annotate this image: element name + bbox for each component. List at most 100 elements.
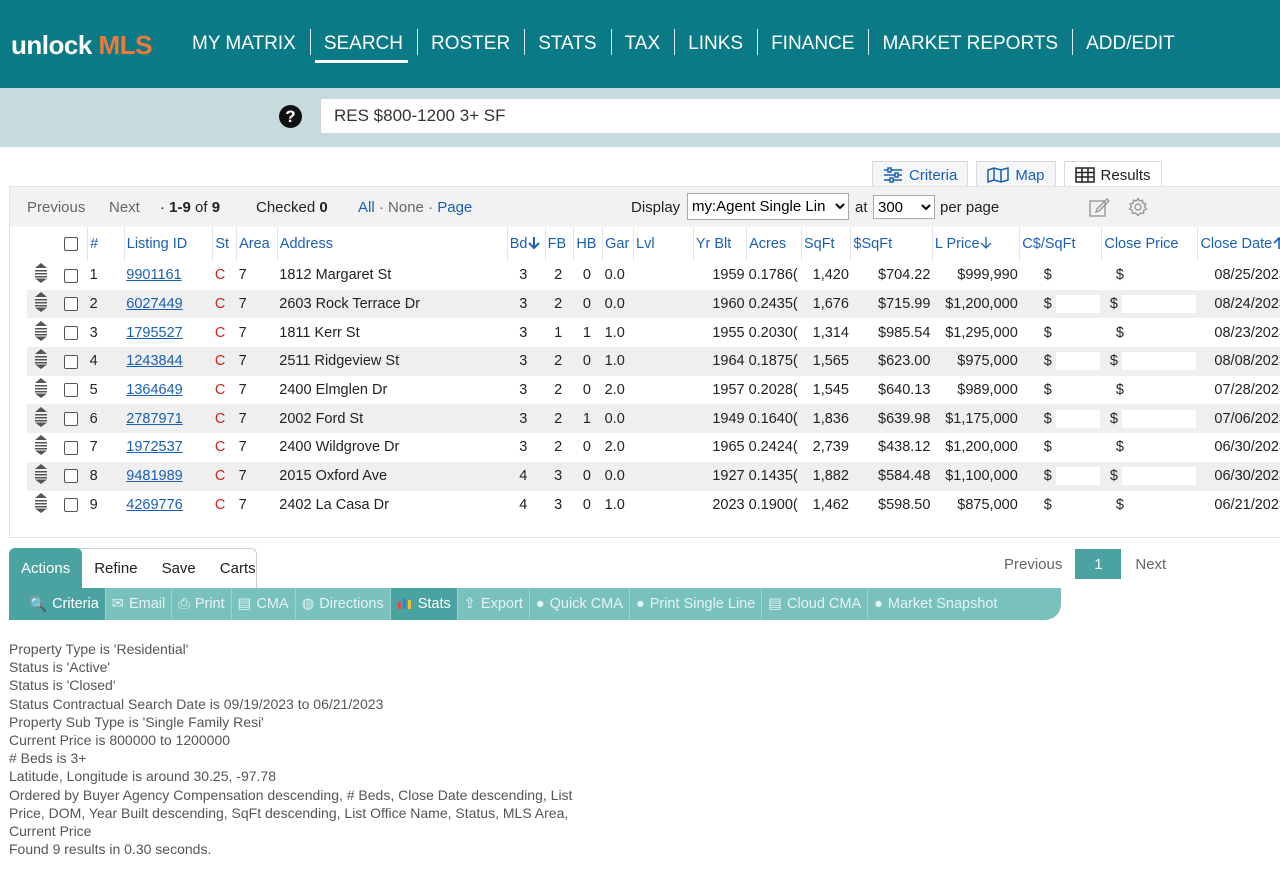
drag-handle-icon[interactable] [27, 491, 55, 520]
row-checkbox[interactable] [64, 325, 79, 340]
nav-finance[interactable]: FINANCE [757, 0, 868, 88]
col-half-baths[interactable]: HB [573, 227, 604, 261]
action-cloud-cma[interactable]: ▤ Cloud CMA [762, 588, 869, 620]
col-close-price[interactable]: Close Price [1101, 227, 1199, 261]
drag-handle-icon[interactable] [27, 261, 55, 290]
drag-handle-icon[interactable] [27, 318, 55, 347]
levels-cell [634, 491, 694, 520]
nav-roster[interactable]: ROSTER [417, 0, 524, 88]
row-checkbox[interactable] [64, 411, 79, 426]
action-stats[interactable]: Stats [390, 588, 458, 620]
previous-link[interactable]: Previous [27, 199, 86, 216]
col-sqft[interactable]: SqFt [801, 227, 852, 261]
action-quick-cma[interactable]: ● Quick CMA [530, 588, 630, 620]
year-built-cell: 1927 [693, 461, 747, 491]
drag-handle-icon[interactable] [27, 347, 55, 376]
nav-add-edit[interactable]: ADD/EDIT [1072, 0, 1189, 88]
listing-id-link[interactable]: 9481989 [126, 468, 183, 485]
action-print-single-line[interactable]: ● Print Single Line [630, 588, 763, 620]
action-cma[interactable]: ▤ CMA [232, 588, 296, 620]
nav-tax[interactable]: TAX [610, 0, 675, 88]
listing-id-link[interactable]: 9901161 [126, 267, 182, 284]
help-icon[interactable]: ? [279, 105, 302, 128]
nav-my-matrix[interactable]: MY MATRIX [192, 33, 296, 54]
select-all-link[interactable]: All [358, 199, 375, 216]
row-checkbox[interactable] [64, 297, 79, 312]
action-criteria[interactable]: 🔍 Criteria [9, 588, 106, 620]
year-built-cell: 2023 [712, 496, 745, 513]
list-price-cell: $875,000 [957, 496, 1018, 513]
list-price-cell: $1,200,000 [932, 289, 1020, 319]
nav-market-reports[interactable]: MARKET REPORTS [868, 0, 1072, 88]
listing-id-link[interactable]: 6027449 [126, 296, 183, 313]
envelope-icon: ✉ [111, 596, 124, 612]
select-none-link[interactable]: None [388, 199, 424, 216]
edit-icon[interactable] [1089, 197, 1111, 217]
row-checkbox[interactable] [64, 469, 79, 484]
listing-id-link-cell: 9481989 [124, 461, 213, 491]
action-market-snapshot[interactable]: ● Market Snapshot [874, 596, 998, 612]
drag-handle-icon[interactable] [27, 376, 55, 405]
col-status[interactable]: St [212, 227, 238, 261]
tab-criteria[interactable]: Criteria [872, 161, 969, 188]
col-garage[interactable]: Gar [602, 227, 634, 261]
listing-id-link[interactable]: 1795527 [126, 324, 183, 341]
next-link[interactable]: Next [109, 199, 140, 216]
search-input[interactable] [320, 98, 1280, 134]
tab-carts[interactable]: Carts [219, 559, 256, 577]
listing-id-link[interactable]: 1243844 [126, 353, 183, 370]
drag-handle-icon[interactable] [27, 433, 55, 462]
per-page-select[interactable]: 300 [873, 195, 935, 219]
bottom-previous-link[interactable]: Previous [1004, 555, 1063, 573]
tab-refine[interactable]: Refine [94, 559, 138, 577]
row-checkbox[interactable] [64, 498, 79, 513]
row-checkbox[interactable] [64, 440, 79, 455]
tab-save[interactable]: Save [161, 559, 196, 577]
col-levels[interactable]: Lvl [633, 227, 694, 261]
row-checkbox[interactable] [64, 268, 79, 283]
col-close-date[interactable]: Close Date [1197, 227, 1280, 261]
full-baths-cell: 2 [554, 439, 563, 456]
bottom-next-link[interactable]: Next [1135, 555, 1167, 573]
nav-links[interactable]: LINKS [674, 0, 757, 88]
col-year-built[interactable]: Yr Blt [693, 227, 748, 261]
tab-results[interactable]: Results [1063, 161, 1162, 188]
nav-stats[interactable]: STATS [524, 0, 610, 88]
col-list-price[interactable]: L Price [932, 227, 1021, 261]
col-close-price-per-sqft[interactable]: C$/SqFt [1019, 227, 1103, 261]
action-email[interactable]: ✉ Email [106, 588, 173, 620]
col-number[interactable]: # [87, 227, 125, 261]
col-area[interactable]: Area [236, 227, 278, 261]
tab-actions[interactable]: Actions [9, 548, 83, 588]
criteria-line: Latitude, Longitude is around 30.25, -97… [9, 768, 276, 785]
drag-handle-icon[interactable] [27, 289, 55, 319]
tab-map[interactable]: Map [976, 161, 1056, 188]
drag-handle-icon[interactable] [27, 404, 55, 434]
price-per-sqft-cell: $704.22 [878, 267, 931, 284]
listing-id-link[interactable]: 2787971 [126, 410, 183, 427]
gear-icon[interactable] [1128, 197, 1148, 217]
drag-handle-icon[interactable] [27, 461, 55, 491]
col-beds[interactable]: Bd [507, 227, 546, 261]
levels-cell [633, 461, 694, 491]
action-print[interactable]: ⎙ Print [172, 588, 232, 620]
unlock-mls-logo[interactable]: unlock MLS [11, 30, 152, 60]
page-1-button[interactable]: 1 [1075, 549, 1122, 579]
col-acres[interactable]: Acres [746, 227, 802, 261]
row-checkbox[interactable] [64, 354, 79, 369]
nav-search[interactable]: SEARCH [309, 0, 417, 88]
garage-cell: 1.0 [604, 324, 625, 341]
listing-id-link[interactable]: 1364649 [126, 382, 183, 399]
listing-id-link[interactable]: 4269776 [126, 496, 183, 513]
display-format-select[interactable]: my:Agent Single Lin [687, 193, 849, 220]
action-export[interactable]: ⇪ Export [458, 588, 530, 620]
col-address[interactable]: Address [277, 227, 508, 261]
row-checkbox[interactable] [64, 383, 79, 398]
select-page-link[interactable]: Page [437, 199, 473, 216]
listing-id-link[interactable]: 1972537 [126, 439, 183, 456]
col-full-baths[interactable]: FB [545, 227, 575, 261]
action-directions[interactable]: ◍ Directions [296, 588, 391, 620]
col-listing-id[interactable]: Listing ID [124, 227, 214, 261]
col-price-per-sqft[interactable]: $SqFt [850, 227, 933, 261]
select-all-checkbox[interactable] [63, 237, 78, 252]
